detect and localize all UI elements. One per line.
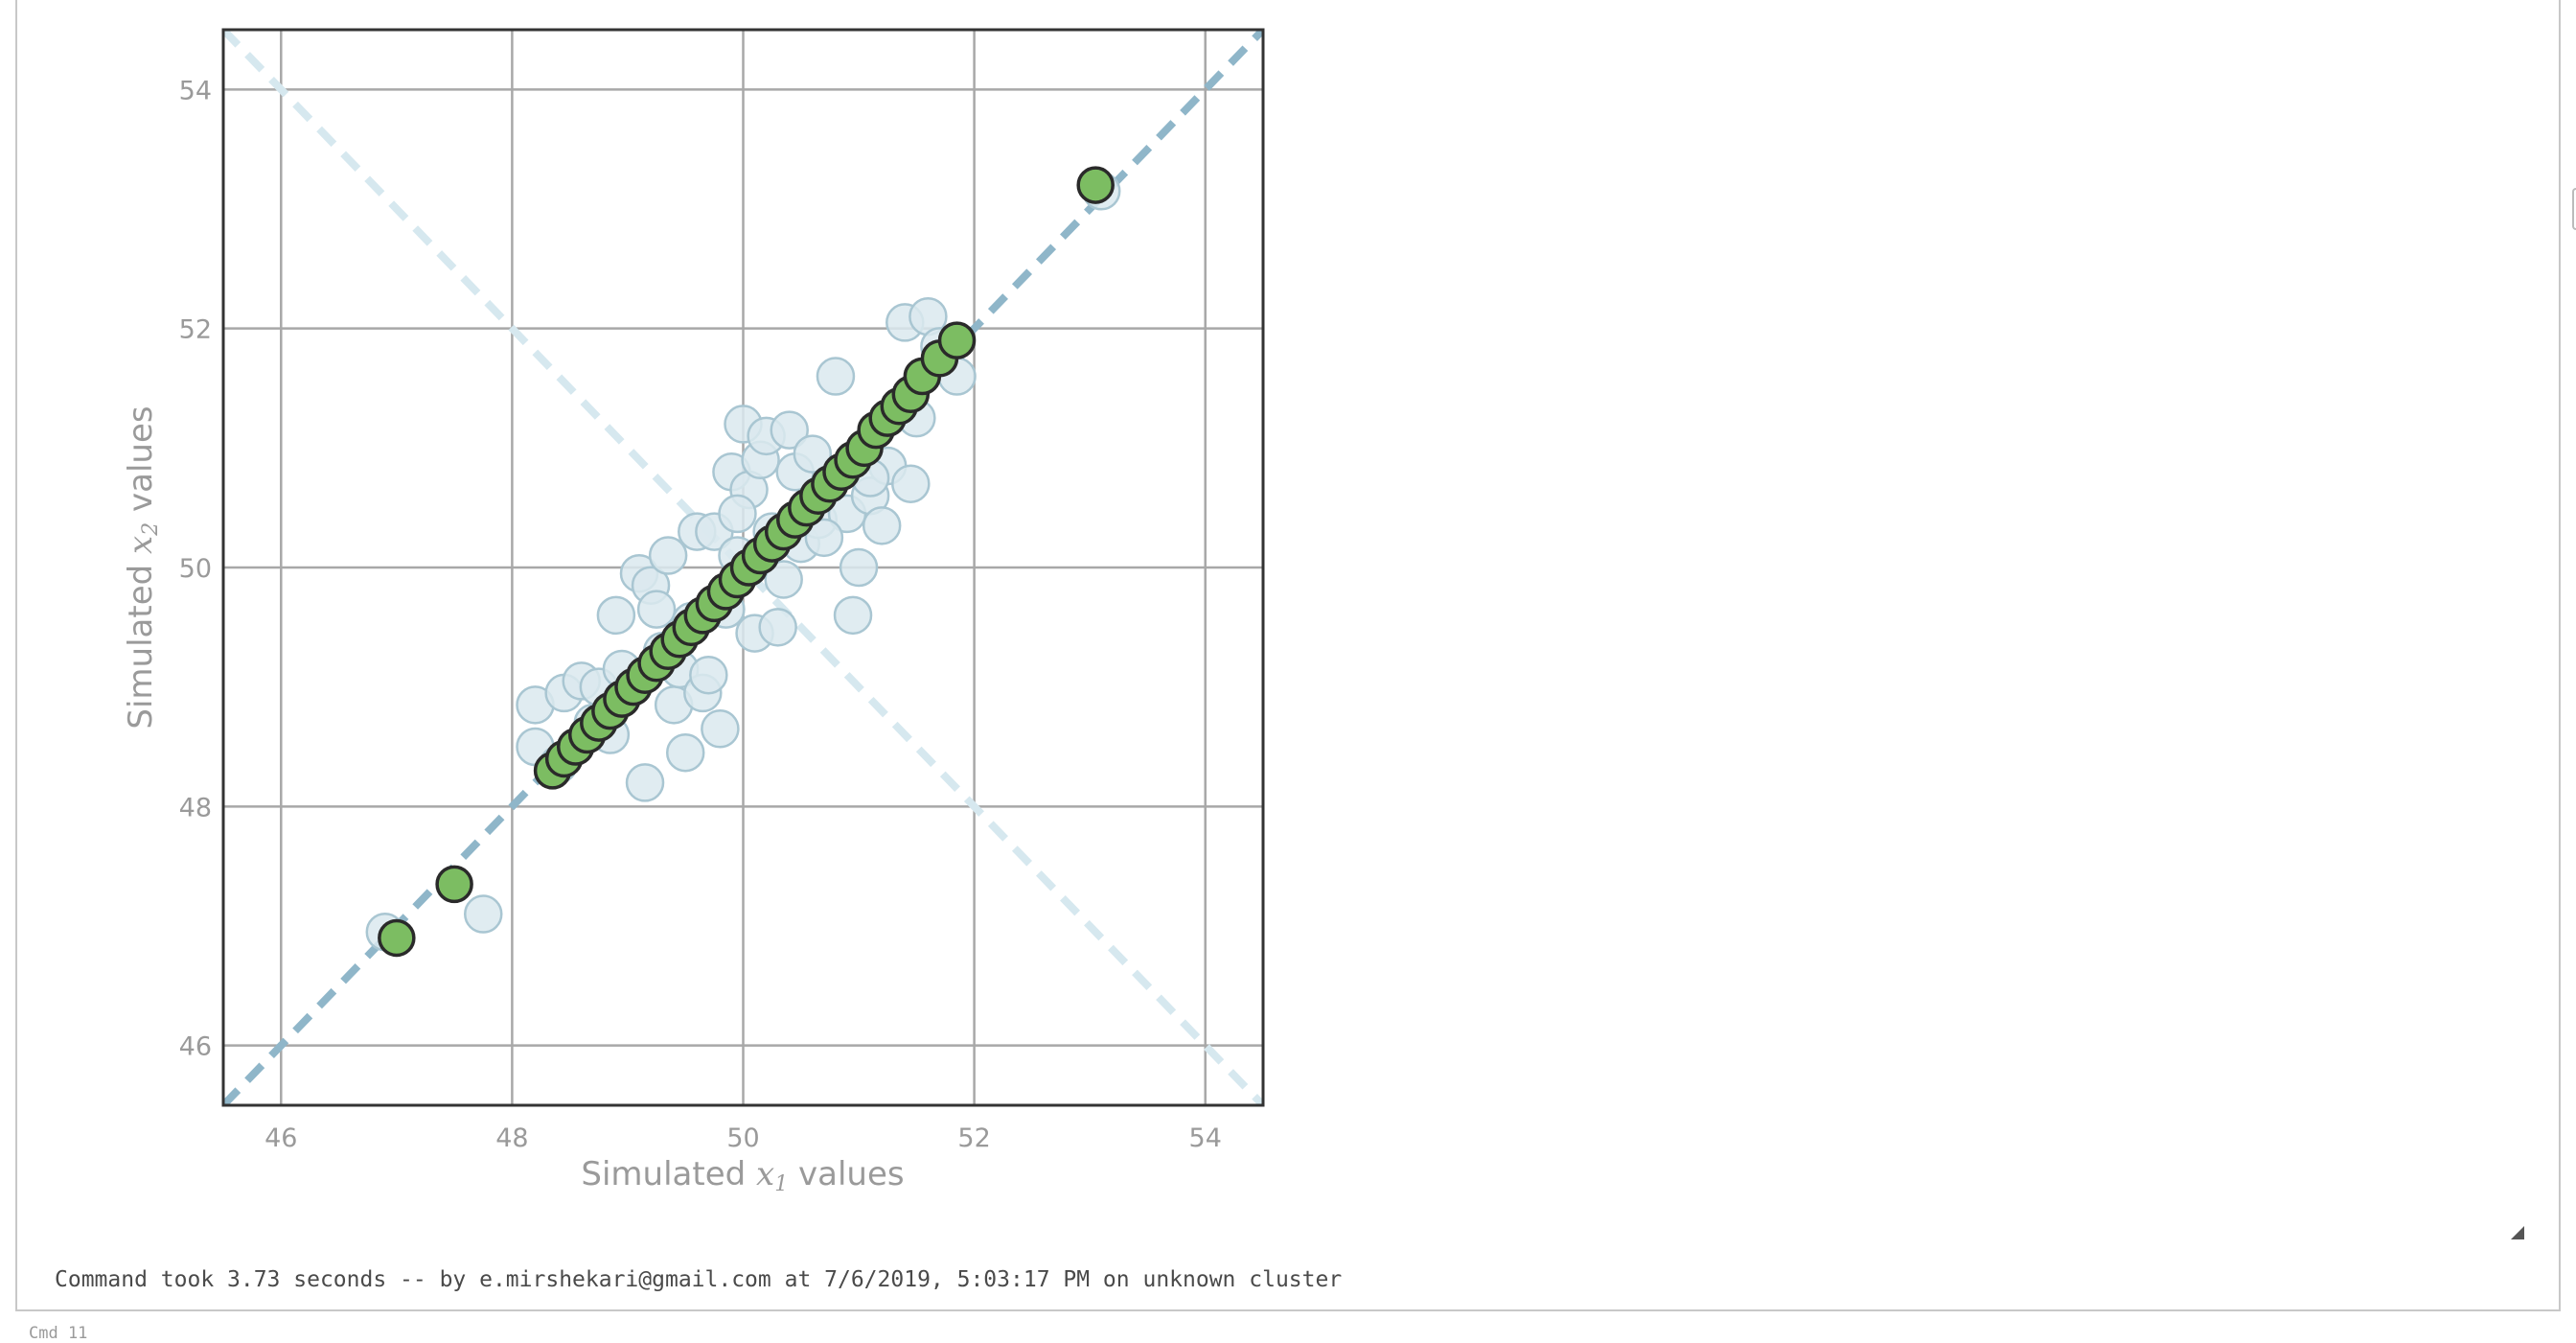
raw-data-point bbox=[770, 410, 809, 450]
plot-frame bbox=[221, 28, 1265, 1107]
y-axis-label: Simulated x2 values bbox=[122, 405, 163, 729]
raw-data-point bbox=[833, 595, 873, 636]
raw-data-point bbox=[665, 732, 705, 773]
raw-data-point bbox=[701, 709, 740, 749]
raw-data-point bbox=[648, 536, 688, 575]
raw-data-point bbox=[764, 560, 803, 599]
raw-data-point bbox=[689, 655, 728, 695]
x-tick-label: 50 bbox=[726, 1123, 759, 1153]
raw-data-point bbox=[862, 506, 902, 545]
raw-data-point bbox=[718, 494, 757, 534]
cell-resize-handle[interactable] bbox=[2507, 1222, 2526, 1241]
raw-data-point bbox=[816, 357, 856, 396]
rotated-data-point bbox=[378, 918, 416, 958]
raw-data-point bbox=[636, 590, 677, 629]
y-tick-label: 54 bbox=[179, 76, 212, 105]
rotated-data-point bbox=[435, 865, 473, 904]
x-tick-label: 54 bbox=[1189, 1123, 1222, 1153]
y-tick-labels: 46 48 50 52 54 bbox=[179, 76, 212, 1061]
x-axis-label: Simulated x1 values bbox=[581, 1155, 904, 1196]
raw-data-point bbox=[793, 434, 833, 474]
raw-data-point bbox=[839, 547, 879, 588]
raw-data-point bbox=[625, 763, 665, 802]
anti-diagonal-reference-line bbox=[223, 30, 1263, 1105]
x-tick-labels: 46 48 50 52 54 bbox=[264, 1123, 1222, 1153]
rotated-data-point bbox=[1076, 166, 1115, 204]
y-tick-label: 52 bbox=[179, 315, 212, 345]
rotated-data-point bbox=[937, 321, 977, 359]
y-tick-label: 46 bbox=[179, 1032, 212, 1062]
x-tick-label: 48 bbox=[495, 1123, 528, 1153]
y-tick-label: 48 bbox=[179, 793, 212, 822]
scroll-edge-indicator bbox=[2572, 188, 2576, 230]
x-tick-label: 46 bbox=[264, 1123, 297, 1153]
raw-data-point bbox=[596, 595, 636, 636]
x-tick-label: 52 bbox=[957, 1123, 990, 1153]
rotated-points-series bbox=[378, 166, 1115, 958]
grid bbox=[223, 30, 1263, 1105]
raw-data-point bbox=[891, 464, 931, 503]
resize-grip-icon bbox=[2511, 1226, 2524, 1239]
raw-data-point bbox=[804, 518, 844, 558]
raw-data-point bbox=[758, 608, 797, 647]
next-cell-label[interactable]: Cmd 11 bbox=[29, 1324, 88, 1343]
raw-data-point bbox=[464, 894, 503, 934]
command-footer: Command took 3.73 seconds -- by e.mirshe… bbox=[55, 1267, 1343, 1292]
y-tick-label: 50 bbox=[179, 554, 212, 584]
